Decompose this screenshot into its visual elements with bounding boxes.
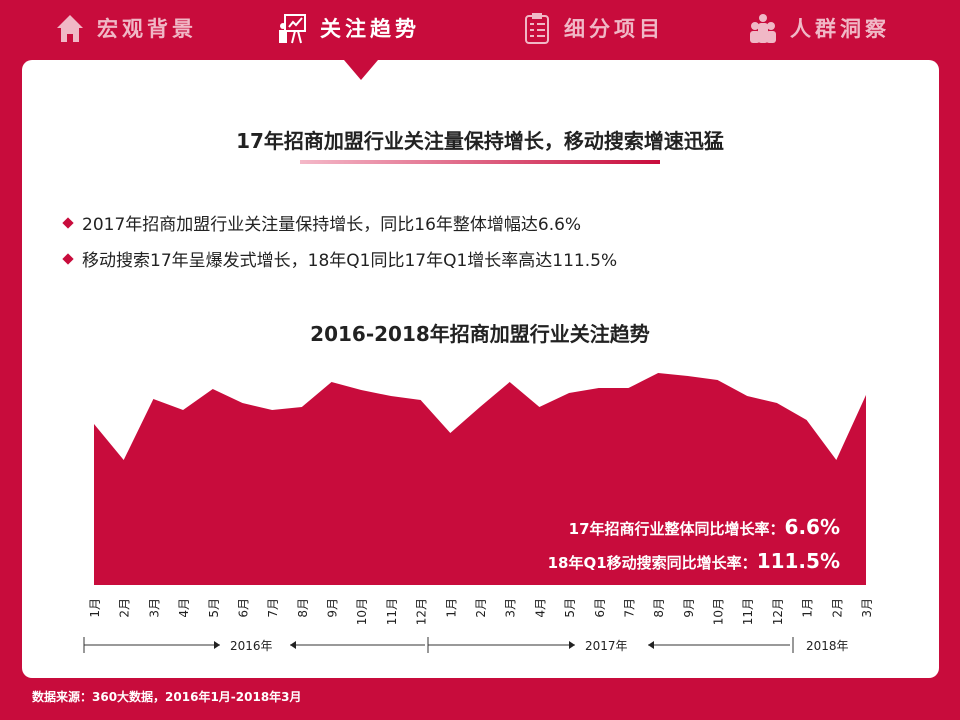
nav-label: 宏观背景	[97, 17, 197, 41]
year-label: 2017年	[585, 639, 628, 653]
x-tick-label: 1月	[801, 598, 815, 618]
top-nav: 宏观背景 关注趋势 细分项目 人群洞察	[0, 0, 960, 60]
house-icon	[57, 15, 83, 42]
active-tab-pointer	[344, 60, 378, 80]
x-tick-label: 3月	[504, 598, 518, 618]
nav-label: 细分项目	[564, 17, 664, 41]
year-label: 2018年	[806, 639, 849, 653]
x-tick-label: 9月	[682, 598, 696, 618]
annotation-value: 6.6%	[784, 515, 840, 539]
x-tick-label: 11月	[385, 598, 399, 625]
annotation-label: 17年招商行业整体同比增长率：	[568, 520, 785, 538]
x-tick-label: 3月	[147, 598, 161, 618]
bullet-text: 2017年招商加盟行业关注量保持增长，同比16年整体增幅达6.6%	[82, 215, 582, 235]
area-series	[94, 373, 866, 585]
x-tick-label: 7月	[622, 598, 636, 618]
x-tick-label: 2月	[830, 598, 844, 618]
x-tick-label: 9月	[326, 598, 340, 618]
headline: 17年招商加盟行业关注量保持增长，移动搜索增速迅猛	[236, 129, 724, 153]
arrow-icon	[290, 641, 296, 649]
x-tick-label: 1月	[444, 598, 458, 618]
x-tick-label: 10月	[712, 598, 726, 625]
x-tick-label: 2月	[474, 598, 488, 618]
arrow-icon	[648, 641, 654, 649]
x-tick-label: 5月	[563, 598, 577, 618]
x-tick-label: 6月	[236, 598, 250, 618]
clipboard-checklist-icon	[525, 13, 549, 44]
year-label: 2016年	[230, 639, 273, 653]
nav-label: 人群洞察	[790, 17, 890, 41]
bullet-item: 2017年招商加盟行业关注量保持增长，同比16年整体增幅达6.6%	[62, 210, 582, 235]
x-tick-label: 8月	[652, 598, 666, 618]
arrow-icon	[214, 641, 220, 649]
x-tick-label: 12月	[415, 598, 429, 625]
x-tick-label: 10月	[355, 598, 369, 625]
annotation-overall-growth: 17年招商行业整体同比增长率：6.6%	[569, 515, 840, 539]
x-tick-label: 3月	[860, 598, 874, 618]
annotation-value: 111.5%	[756, 549, 840, 573]
bullet-text: 移动搜索17年呈爆发式增长，18年Q1同比17年Q1增长率高达111.5%	[82, 251, 618, 271]
x-tick-label: 7月	[266, 598, 280, 618]
x-tick-label: 12月	[771, 598, 785, 625]
bullet-item: 移动搜索17年呈爆发式增长，18年Q1同比17年Q1增长率高达111.5%	[62, 246, 618, 271]
annotation-label: 18年Q1移动搜索同比增长率：	[547, 554, 757, 572]
nav-tab-macro-background[interactable]: 宏观背景	[55, 10, 197, 46]
nav-tab-segment-projects[interactable]: 细分项目	[522, 10, 664, 46]
x-tick-label: 8月	[296, 598, 310, 618]
chart-title: 2016-2018年招商加盟行业关注趋势	[310, 322, 650, 346]
nav-tab-audience-insight[interactable]: 人群洞察	[748, 10, 890, 46]
x-tick-label: 5月	[207, 598, 221, 618]
presentation-chart-icon	[279, 14, 306, 44]
x-tick-label: 4月	[533, 598, 547, 618]
x-tick-label: 1月	[88, 598, 102, 618]
people-group-icon	[750, 14, 776, 43]
x-tick-label: 11月	[741, 598, 755, 625]
x-tick-label: 6月	[593, 598, 607, 618]
headline-underline	[300, 160, 660, 164]
nav-label: 关注趋势	[320, 17, 420, 41]
arrow-icon	[569, 641, 575, 649]
x-tick-label: 2月	[118, 598, 132, 618]
x-tick-label: 4月	[177, 598, 191, 618]
nav-tab-attention-trend[interactable]: 关注趋势	[278, 10, 420, 46]
data-source: 数据来源：360大数据，2016年1月-2018年3月	[32, 690, 302, 704]
annotation-mobile-growth: 18年Q1移动搜索同比增长率：111.5%	[548, 549, 840, 573]
